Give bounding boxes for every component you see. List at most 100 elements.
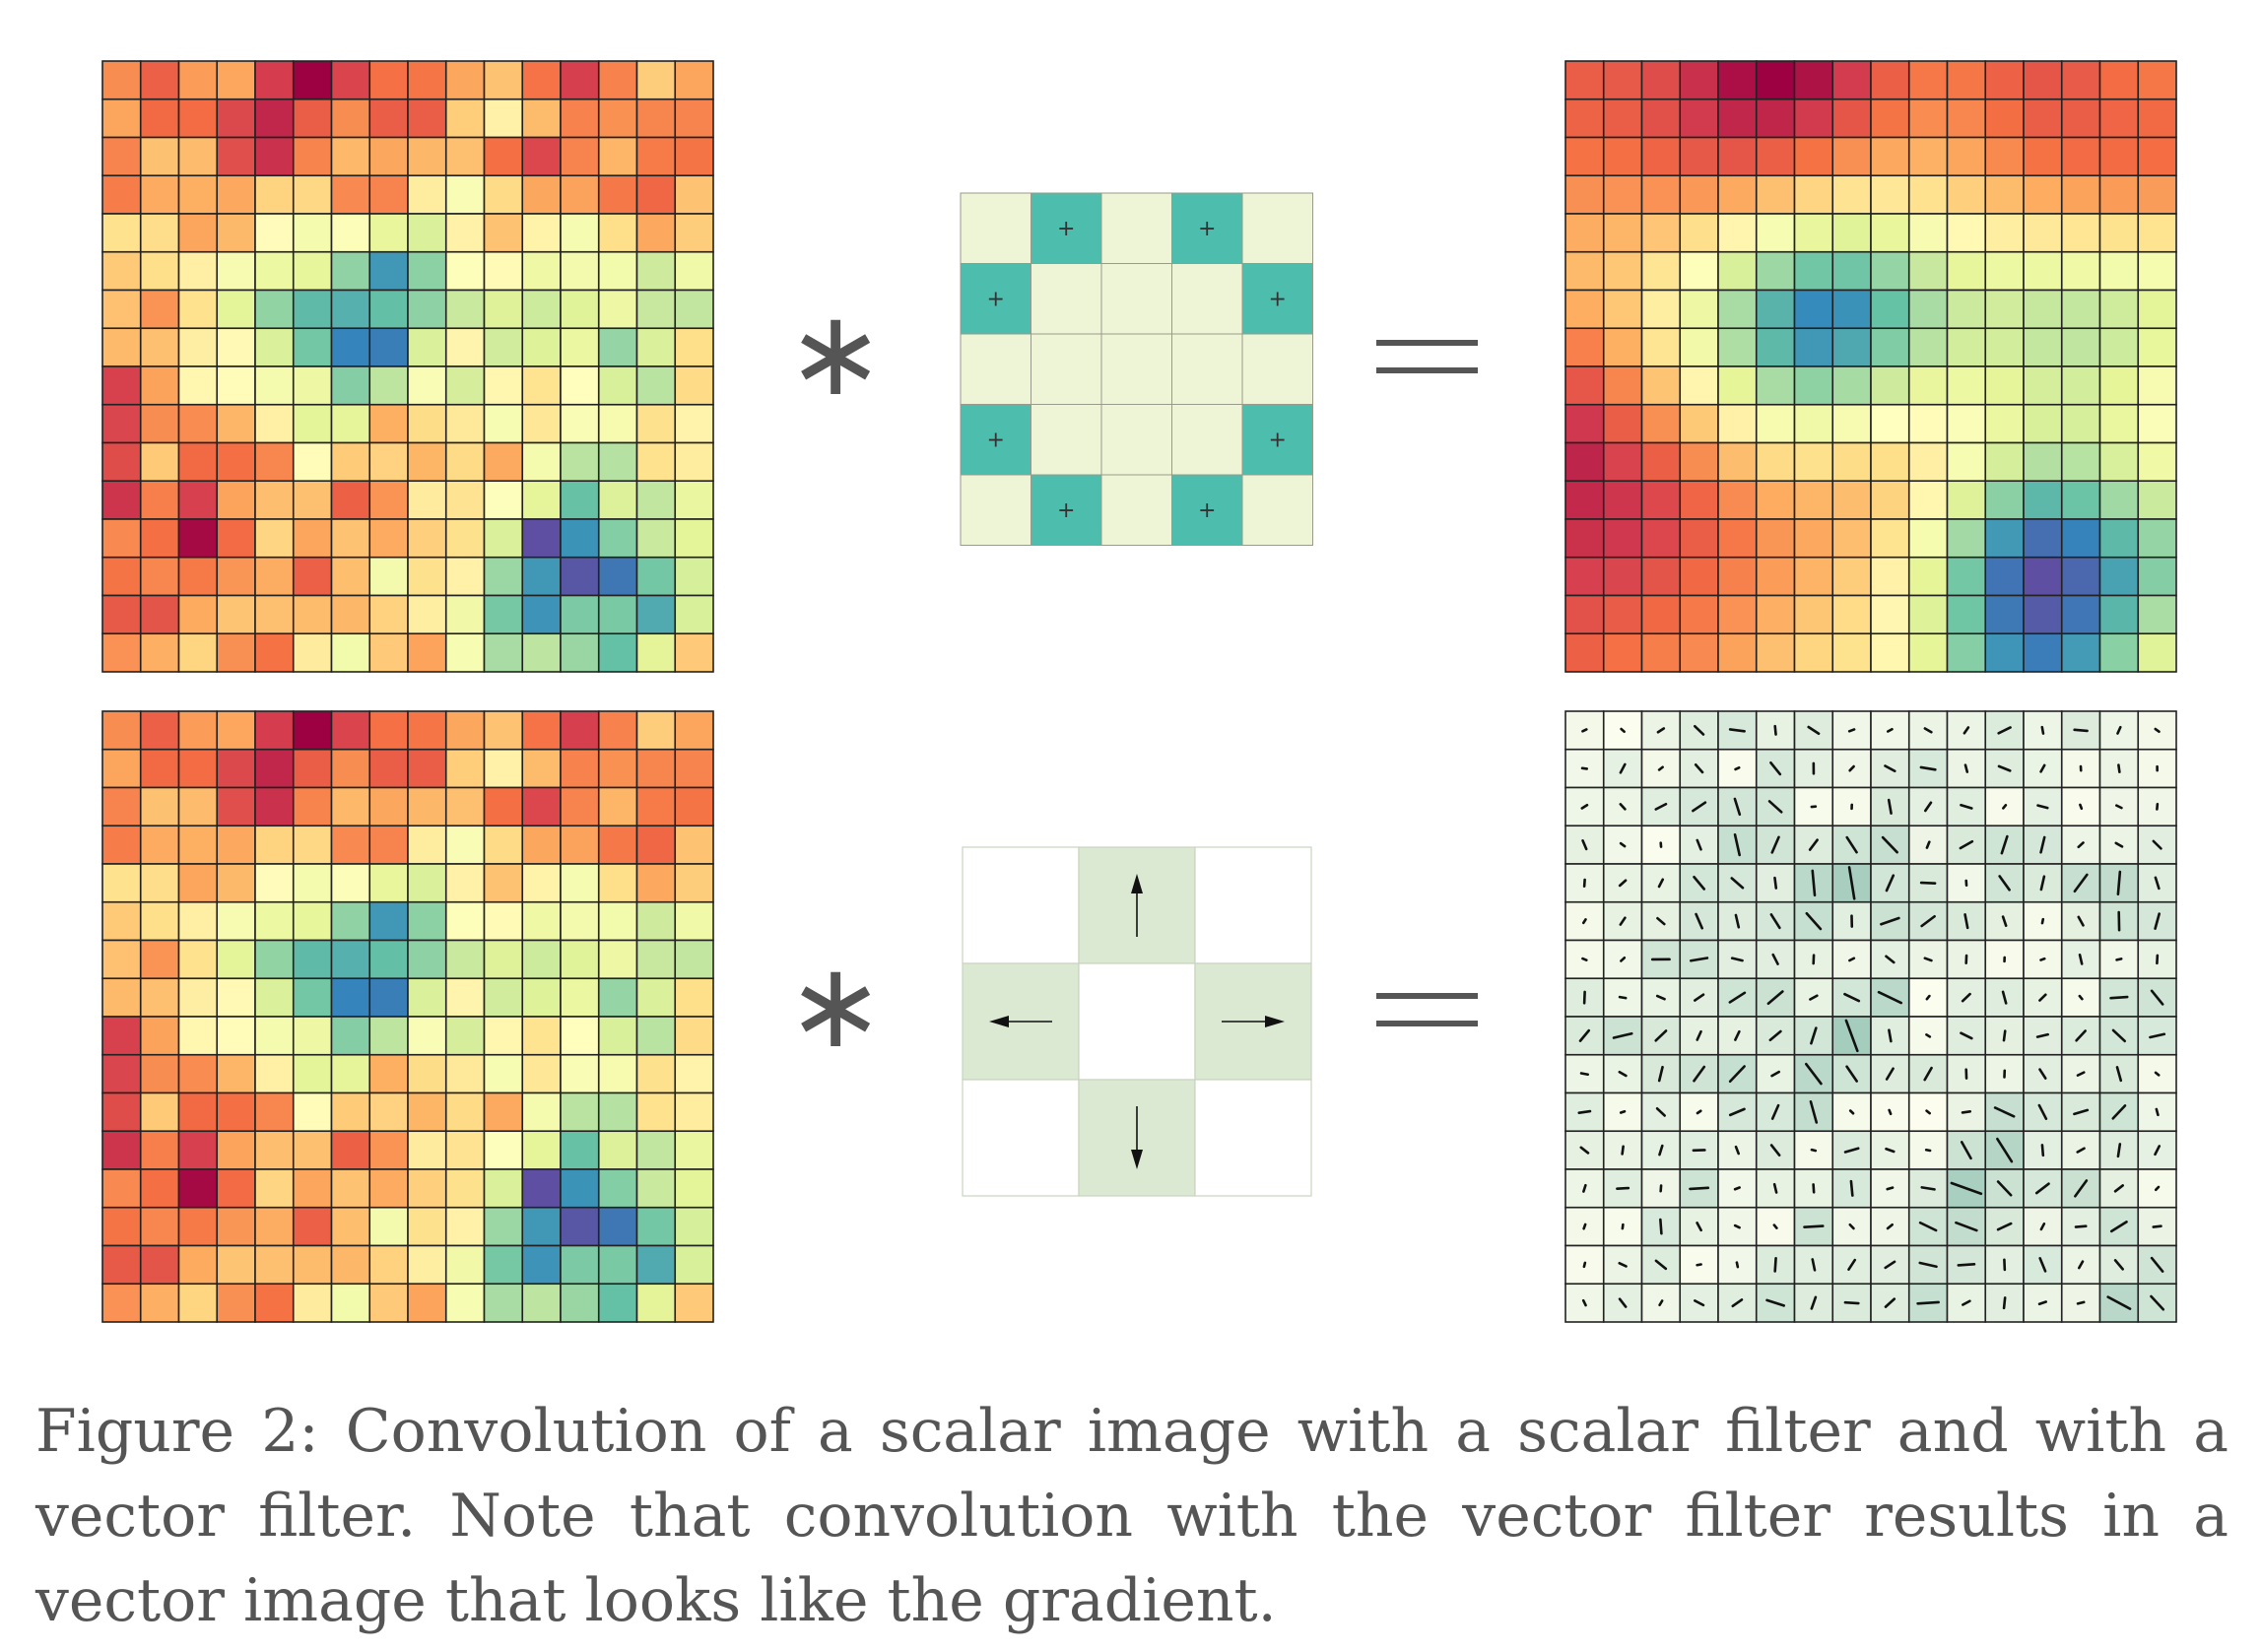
pixel-cell xyxy=(2137,136,2177,177)
gradient-arrow xyxy=(1728,728,1746,733)
pixel-cell xyxy=(216,1016,256,1056)
pixel-cell xyxy=(1793,174,1834,215)
gradient-arrow xyxy=(1734,1029,1741,1041)
gradient-arrow xyxy=(1877,990,1903,1005)
pixel-cell xyxy=(1564,98,1605,139)
pixel-cell xyxy=(177,174,219,215)
pixel-cell xyxy=(1984,480,2025,520)
pixel-cell xyxy=(1907,403,1949,444)
filter-cell xyxy=(1241,333,1313,405)
pixel-cell xyxy=(2023,136,2063,177)
pixel-cell xyxy=(1640,98,1682,139)
vector-filter-cell xyxy=(1194,846,1312,964)
gradient-arrow xyxy=(1923,957,1933,962)
pixel-cell xyxy=(674,825,714,865)
pixel-cell xyxy=(1602,518,1643,559)
pixel-cell xyxy=(330,710,371,751)
pixel-cell xyxy=(2137,403,2177,444)
gradient-arrow xyxy=(1997,726,2012,735)
pixel-cell xyxy=(1564,327,1605,367)
gradient-arrow xyxy=(1805,911,1823,931)
pixel-cell xyxy=(635,403,677,444)
pixel-cell xyxy=(2137,174,2177,215)
pixel-cell xyxy=(368,825,409,865)
pixel-cell xyxy=(2137,518,2177,559)
pixel-cell xyxy=(521,977,562,1018)
pixel-cell xyxy=(1946,556,1987,597)
pixel-cell xyxy=(330,900,371,942)
pixel-cell xyxy=(560,900,600,942)
pixel-cell xyxy=(483,825,524,865)
pixel-cell xyxy=(407,480,447,520)
pixel-cell xyxy=(139,480,180,520)
pixel-cell xyxy=(597,825,638,865)
pixel-cell xyxy=(635,250,677,292)
pixel-cell xyxy=(2060,632,2101,673)
pixel-cell xyxy=(1946,403,1987,444)
pixel-cell xyxy=(139,977,180,1018)
pixel-cell xyxy=(177,1206,219,1247)
gradient-arrow xyxy=(1656,727,1666,734)
pixel-cell xyxy=(560,1206,600,1247)
pixel-cell xyxy=(139,174,180,215)
pixel-cell xyxy=(2098,594,2140,635)
pixel-cell xyxy=(1984,98,2025,139)
pixel-cell xyxy=(216,977,256,1018)
pixel-cell xyxy=(674,518,714,559)
gradient-arrow xyxy=(1582,1222,1587,1230)
pixel-cell xyxy=(521,786,562,827)
gradient-arrow xyxy=(2074,1224,2088,1228)
pixel-cell xyxy=(1870,365,1910,406)
pixel-cell xyxy=(1679,403,1719,444)
gradient-arrow xyxy=(2076,1147,2086,1154)
gradient-arrow xyxy=(1810,1148,1818,1153)
pixel-cell xyxy=(139,863,180,903)
pixel-cell xyxy=(216,939,256,980)
pixel-cell xyxy=(216,60,256,100)
pixel-cell xyxy=(444,327,486,367)
pixel-cell xyxy=(216,710,256,751)
pixel-cell xyxy=(1679,289,1719,330)
pixel-cell xyxy=(368,786,409,827)
pixel-cell xyxy=(177,403,219,444)
gradient-arrow xyxy=(1885,874,1896,892)
output-vector-image xyxy=(1564,710,2177,1323)
pixel-cell xyxy=(635,1206,677,1247)
pixel-cell xyxy=(330,825,371,865)
pixel-cell xyxy=(1640,594,1682,635)
pixel-cell xyxy=(483,900,524,942)
pixel-cell xyxy=(483,594,524,635)
pixel-cell xyxy=(101,977,142,1018)
gradient-arrow xyxy=(1803,1224,1825,1228)
pixel-cell xyxy=(483,556,524,597)
filter-cell xyxy=(1171,404,1243,476)
pixel-cell xyxy=(254,365,295,406)
pixel-cell xyxy=(1602,174,1643,215)
pixel-cell xyxy=(560,518,600,559)
gradient-arrow xyxy=(2150,1294,2165,1311)
pixel-cell xyxy=(1640,289,1682,330)
filter-weight-mark: + xyxy=(1269,428,1287,452)
vector-filter-cell xyxy=(1194,1079,1312,1197)
gradient-arrow xyxy=(2075,1029,2087,1042)
pixel-cell xyxy=(444,594,486,635)
pixel-cell xyxy=(2060,518,2101,559)
pixel-cell xyxy=(139,98,180,139)
pixel-cell xyxy=(407,441,447,483)
pixel-cell xyxy=(444,1283,486,1323)
pixel-cell xyxy=(635,1053,677,1094)
pixel-cell xyxy=(254,403,295,444)
pixel-cell xyxy=(597,1168,638,1209)
gradient-arrow xyxy=(2039,835,2046,854)
vector-filter xyxy=(962,846,1312,1197)
pixel-cell xyxy=(444,1130,486,1170)
gradient-arrow xyxy=(1690,957,1709,962)
pixel-cell xyxy=(216,1168,256,1209)
gradient-arrow xyxy=(2109,1221,2128,1233)
gradient-arrow xyxy=(1918,1261,1938,1269)
pixel-cell xyxy=(597,1130,638,1170)
pixel-cell xyxy=(1907,556,1949,597)
pixel-cell xyxy=(1564,60,1605,100)
pixel-cell xyxy=(216,136,256,177)
gradient-arrow xyxy=(2036,804,2049,810)
